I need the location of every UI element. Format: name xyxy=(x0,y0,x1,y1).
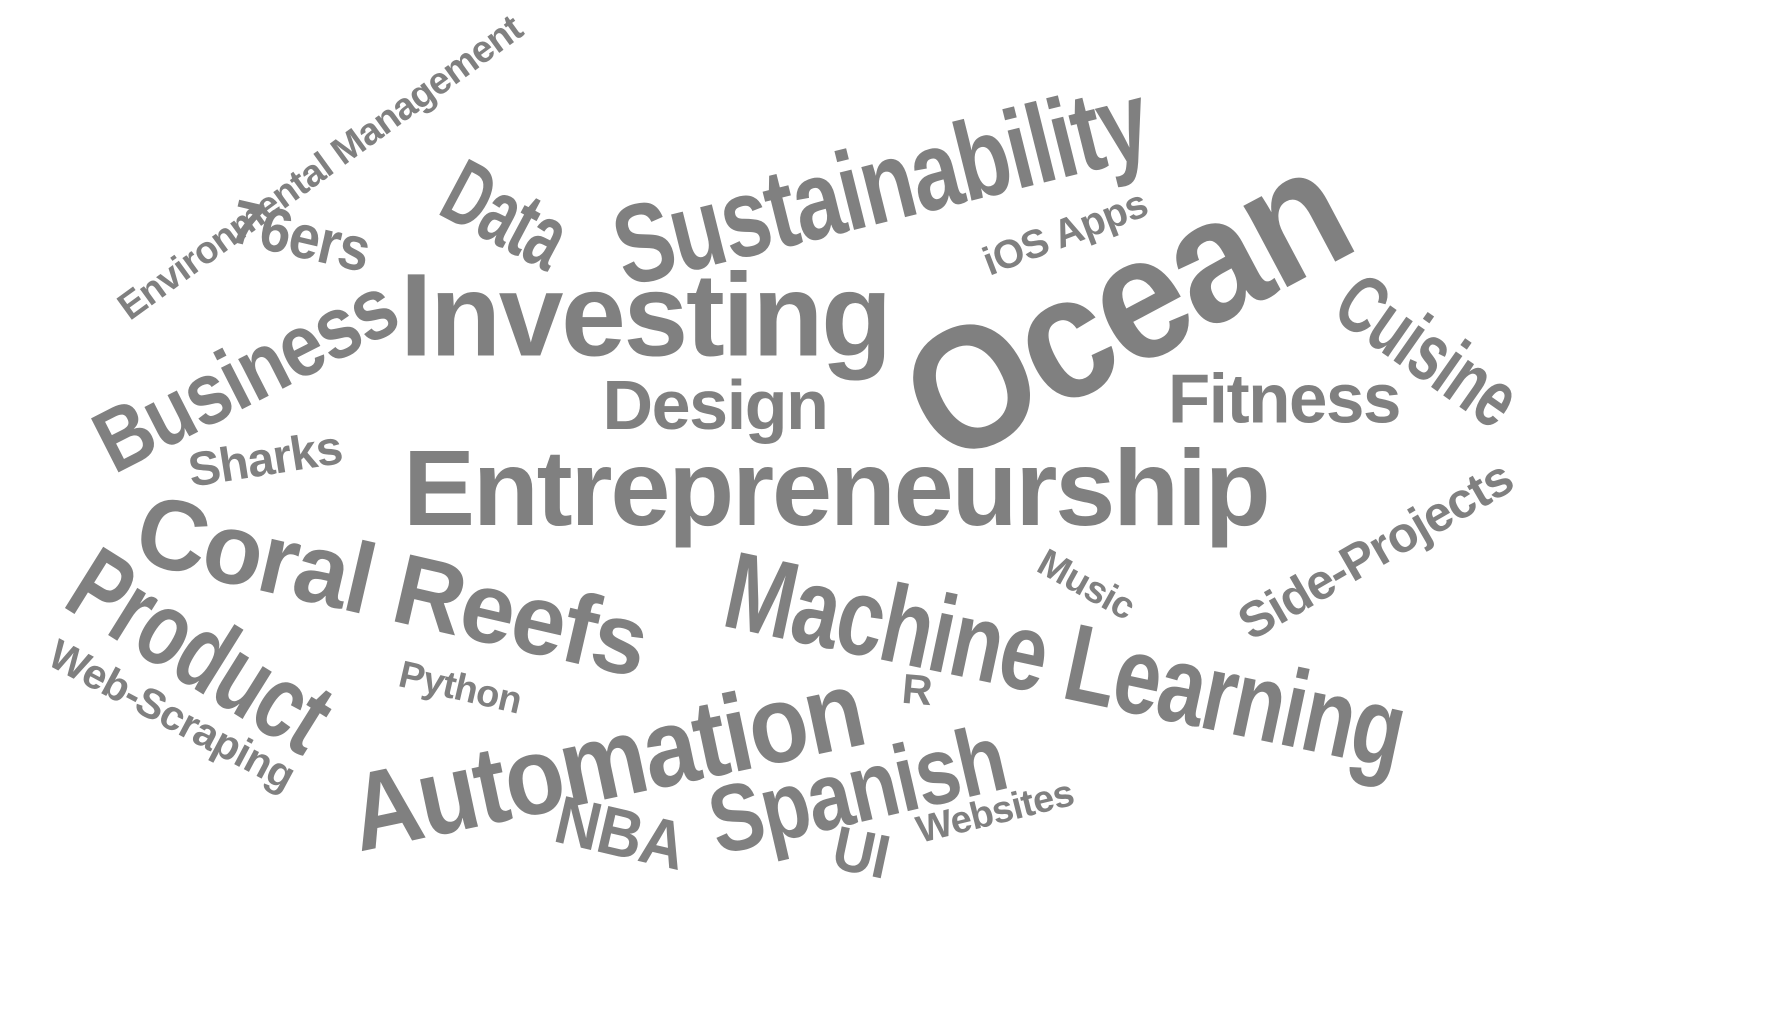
word-ui: UI xyxy=(826,812,895,893)
word-investing: Investing xyxy=(400,249,892,381)
word-design: Design xyxy=(602,366,829,444)
word-r: R xyxy=(900,664,934,715)
word-fitness: Fitness xyxy=(1168,357,1401,438)
word-side-projects: Side-Projects xyxy=(1228,449,1522,651)
word-entrepreneurship: Entrepreneurship xyxy=(403,427,1271,548)
